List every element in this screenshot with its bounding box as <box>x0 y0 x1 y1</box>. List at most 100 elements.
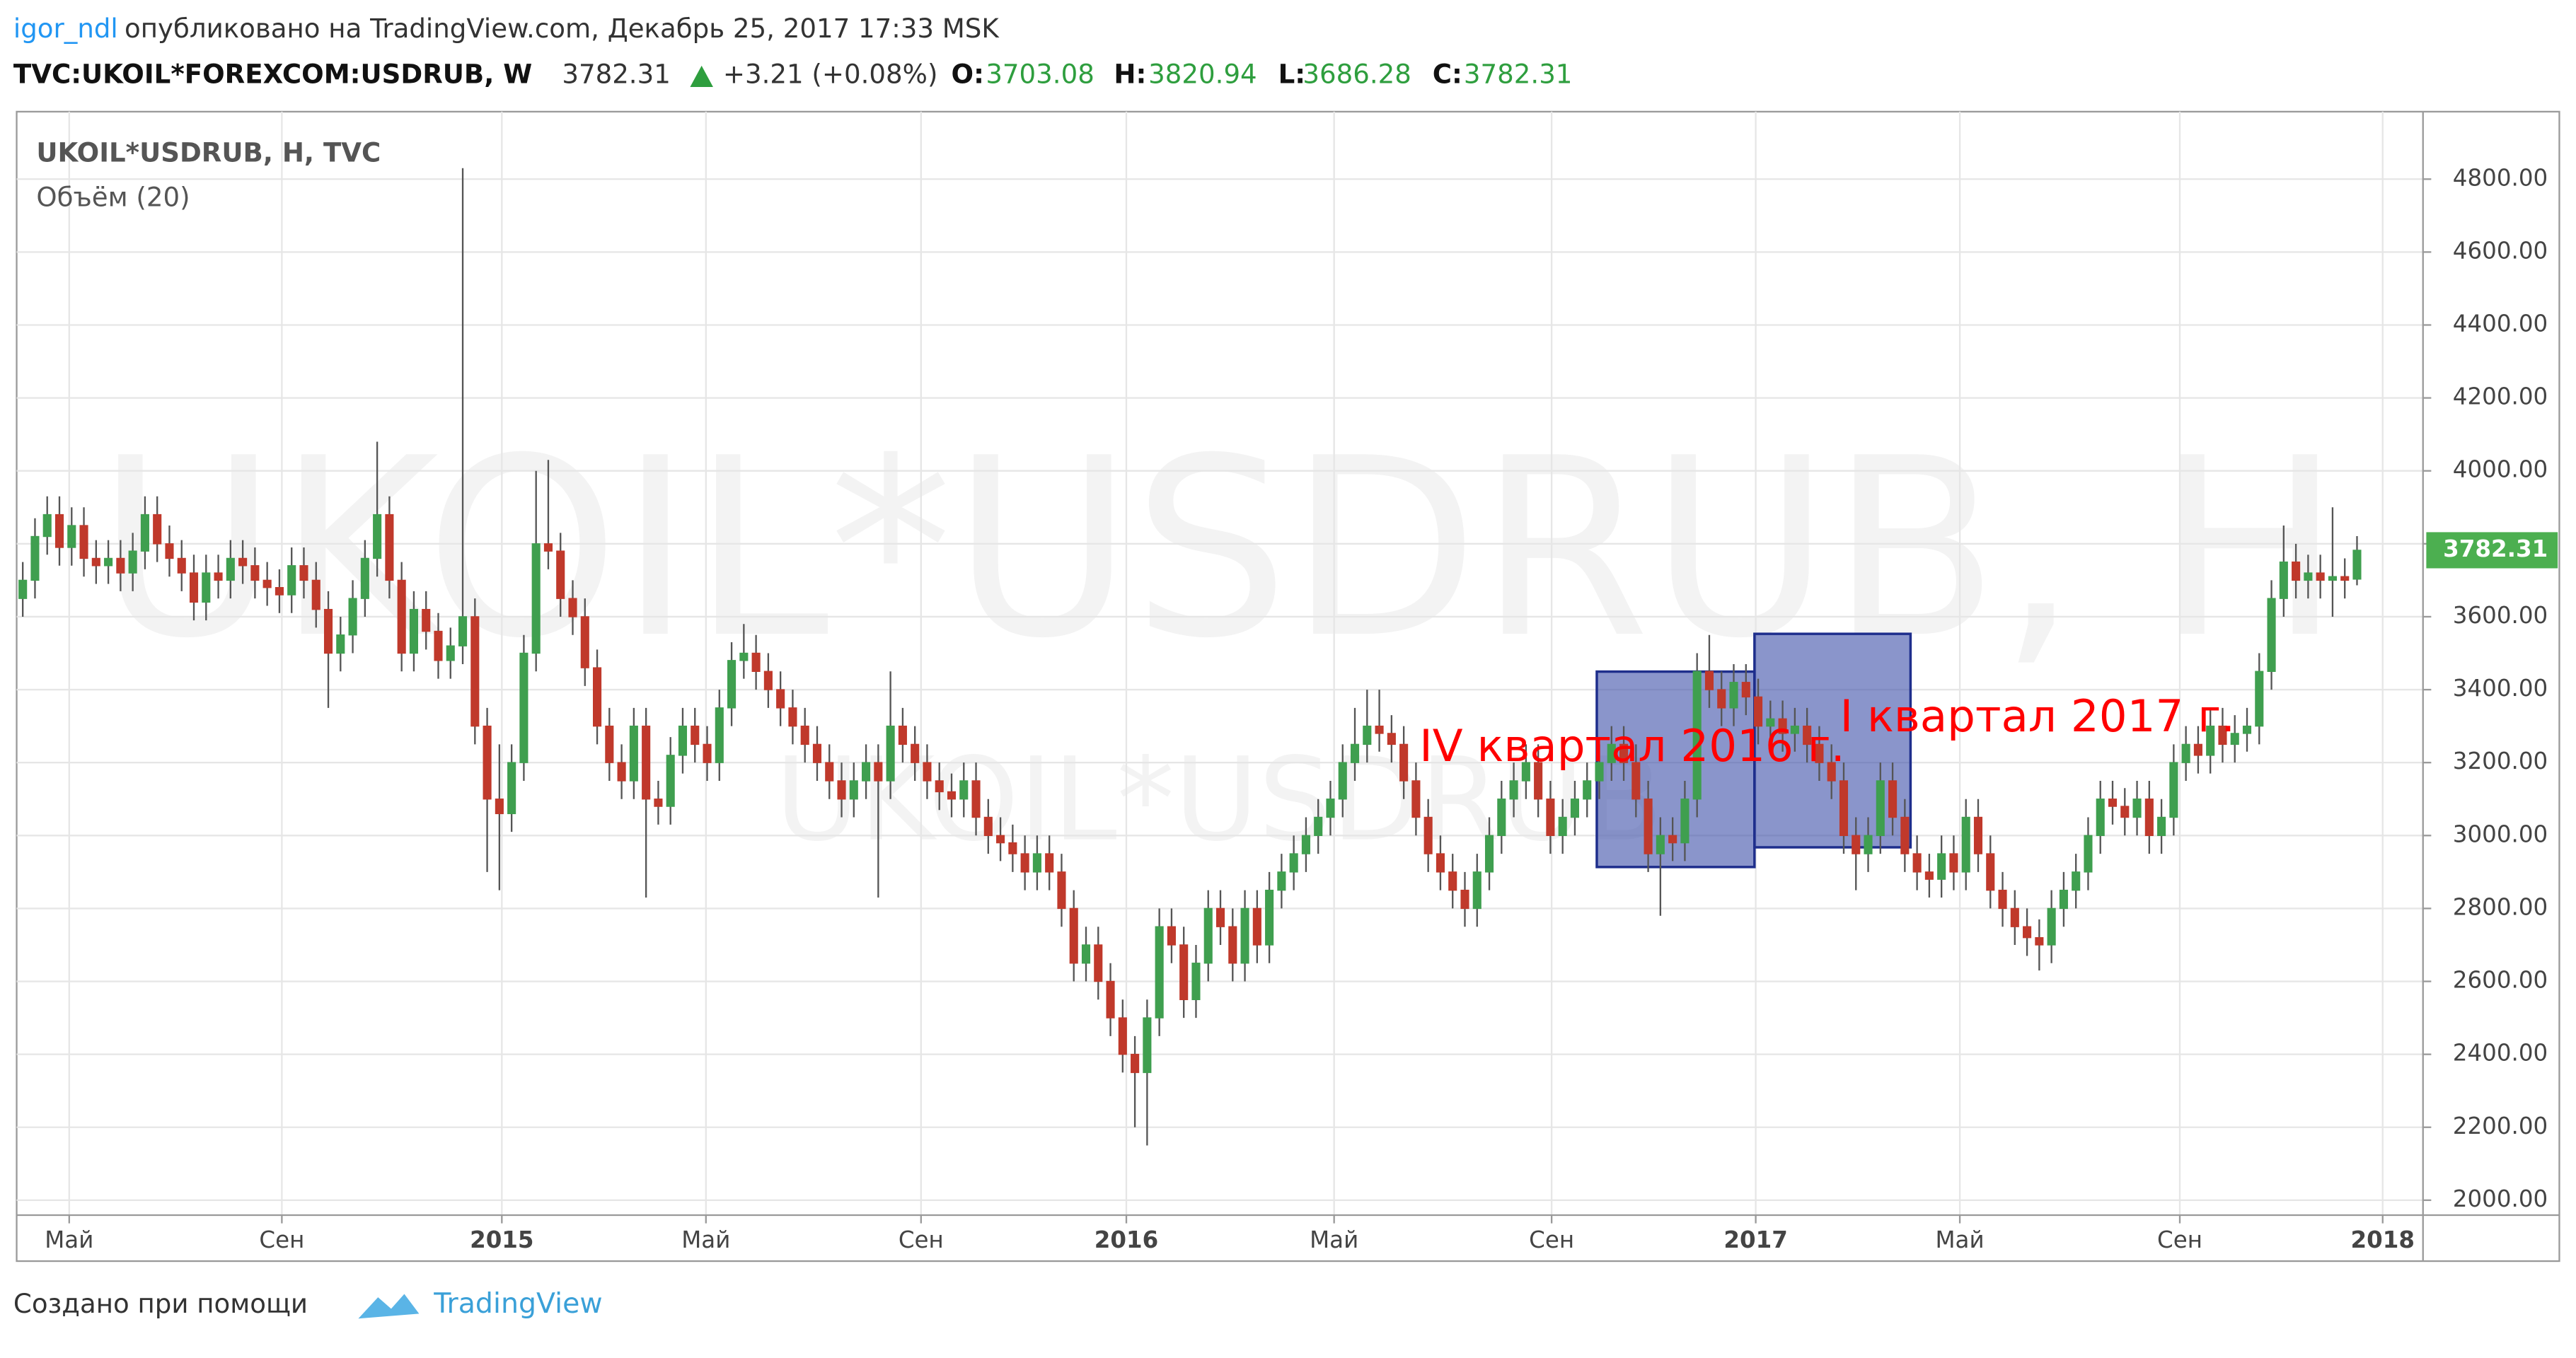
candle-body <box>104 557 113 567</box>
candle-body <box>849 780 858 800</box>
logo-icon <box>358 1294 420 1319</box>
candle-body <box>140 513 149 552</box>
y-tick-label: 3000.00 <box>2453 820 2548 847</box>
candle-body <box>1803 725 1812 745</box>
candle-body <box>543 543 553 552</box>
candle-body <box>434 630 443 661</box>
user-name[interactable]: igor_ndl <box>13 13 118 43</box>
candle-body <box>2132 799 2142 818</box>
candle-body <box>1546 799 1555 836</box>
candle-body <box>2157 816 2166 836</box>
x-tick-label: Май <box>681 1226 730 1253</box>
candle-body <box>739 652 749 661</box>
candle-body <box>556 550 565 599</box>
indicator-label: Объём (20) <box>36 182 190 212</box>
candle-body <box>1032 853 1041 873</box>
candle-body <box>18 579 28 599</box>
candle-body <box>983 816 993 836</box>
candle-body <box>1399 743 1409 782</box>
candle-body <box>788 707 797 727</box>
candle-body <box>1680 799 1690 844</box>
candle-body <box>1350 743 1360 763</box>
watermark-layer: UKOIL*USDRUB, H UKOIL*USDRUB <box>97 406 2341 867</box>
y-tick-label: 2600.00 <box>2453 967 2548 994</box>
candle-body <box>348 598 357 636</box>
candle-body <box>568 598 577 617</box>
candle-body <box>1864 835 1873 854</box>
candle-body <box>654 799 663 807</box>
y-tick-label: 4000.00 <box>2453 456 2548 483</box>
candle-body <box>1215 907 1225 927</box>
candle-body <box>763 671 773 690</box>
candle-body <box>1583 780 1592 800</box>
candle-body <box>79 525 88 559</box>
candle-body <box>1521 762 1530 782</box>
x-tick-label: Сен <box>259 1226 304 1253</box>
candle-body <box>898 725 907 745</box>
candle-body <box>470 616 480 727</box>
watermark: UKOIL*USDRUB, H <box>97 406 2341 692</box>
candle-body <box>67 525 76 548</box>
candle-body <box>1656 835 1665 854</box>
candle-body <box>2206 725 2215 756</box>
y-tick-label: 2000.00 <box>2453 1185 2548 1212</box>
open-value: 3703.08 <box>986 59 1094 89</box>
candle-body <box>812 743 822 763</box>
candle-body <box>1118 1017 1127 1055</box>
candle-body <box>1839 780 1849 836</box>
candle-body <box>715 707 724 763</box>
x-tick-label: Сен <box>899 1226 944 1253</box>
candle-body <box>1778 718 1787 734</box>
candle-body <box>629 725 638 782</box>
candle-body <box>1081 944 1091 964</box>
candle-body <box>1363 725 1372 745</box>
candle-body <box>1265 889 1274 946</box>
footer-brand[interactable]: TradingView <box>433 1287 602 1320</box>
candle-body <box>1668 835 1677 844</box>
axes: 2000.00 2200.00 2400.00 2600.00 2800.00 3000.… <box>45 164 2558 1253</box>
low-value: 3686.28 <box>1303 59 1411 89</box>
candle-body <box>1045 853 1054 873</box>
candle-body <box>1057 871 1066 910</box>
candle-body <box>911 743 920 763</box>
candle-body <box>1741 682 1750 698</box>
candle-body <box>605 725 614 763</box>
candle-body <box>1754 696 1763 727</box>
candle-body <box>226 557 235 581</box>
candle-body <box>800 725 809 745</box>
candle-body <box>2047 907 2056 946</box>
candle-body <box>1876 780 1885 836</box>
candle-body <box>1106 980 1115 1018</box>
candle-body <box>751 652 761 672</box>
candle-body <box>1595 762 1604 782</box>
x-tick-label: 2015 <box>470 1226 533 1253</box>
up-arrow <box>690 65 713 88</box>
candle-body <box>519 652 529 763</box>
tradingview-logo[interactable]: TradingView <box>358 1287 603 1320</box>
last-price-tag <box>2426 532 2558 569</box>
candle-body <box>2230 733 2239 745</box>
candle-body <box>1277 871 1286 891</box>
candle-body <box>1558 816 1567 836</box>
candle-body <box>1448 871 1457 891</box>
candle-body <box>409 608 418 654</box>
candle-body <box>1619 743 1629 763</box>
candle-body <box>1644 799 1653 854</box>
annotation: I квартал 2017 г. <box>1840 690 2236 742</box>
change: +3.21 (+0.08%) <box>723 59 938 89</box>
candle-body <box>1852 835 1861 854</box>
candle-body <box>1411 780 1421 818</box>
candle-body <box>2181 743 2190 763</box>
candle-body <box>2108 799 2118 807</box>
candle-body <box>1338 762 1347 800</box>
candle-body <box>238 557 248 567</box>
y-tick-label: 3200.00 <box>2453 748 2548 774</box>
published: опубликовано на TradingView.com, Декабрь… <box>125 13 1000 43</box>
candle-body <box>1155 926 1164 1018</box>
candle-body <box>360 557 369 599</box>
candle-body <box>189 572 199 603</box>
candle-body <box>935 780 944 793</box>
candle-body <box>1252 907 1261 946</box>
